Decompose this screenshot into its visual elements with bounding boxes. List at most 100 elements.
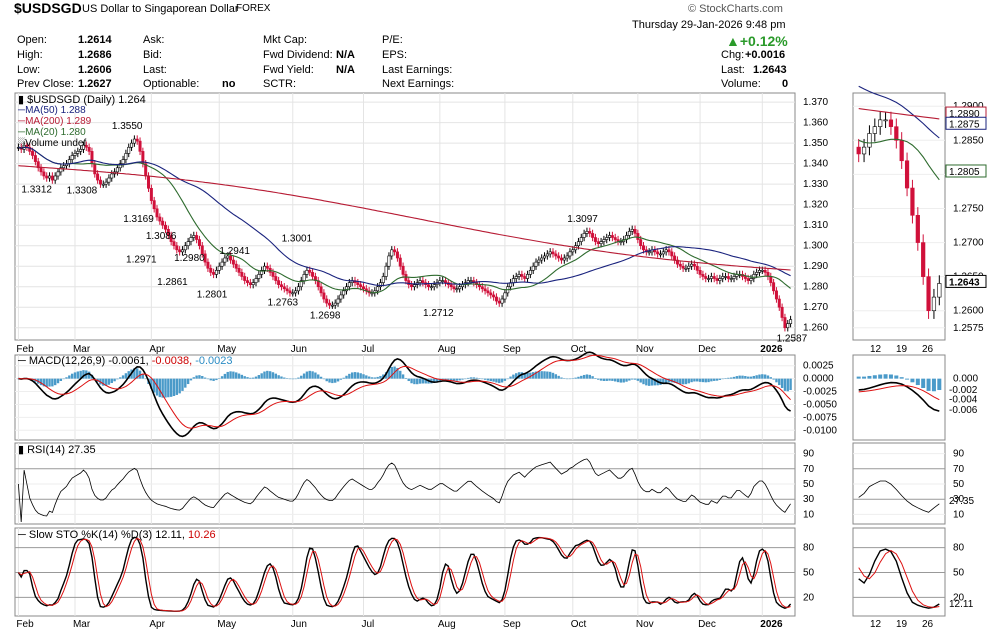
macd-hist-bar (237, 373, 241, 379)
candle-body (271, 272, 275, 277)
zoom-rsi-tick: 10 (953, 509, 965, 520)
zoom-rsi-line (858, 480, 940, 513)
candle-body (121, 159, 125, 164)
macd-y-tick: -0.0075 (803, 412, 837, 423)
macd-hist-bar (104, 378, 108, 386)
macd-hist-bar (257, 375, 261, 379)
candle-body (209, 267, 213, 273)
macd-hist-bar (62, 378, 65, 380)
prev-close-label: Prev Close: (17, 78, 74, 90)
macd-hist-bar (772, 378, 775, 380)
candle-body (687, 265, 691, 269)
candle-body (84, 144, 88, 148)
price-panel-frame (14, 92, 796, 341)
macd-hist-bar (432, 378, 436, 383)
moving-averages (18, 146, 791, 294)
macd-hist-bar (243, 376, 246, 379)
macd-hist-bar (215, 378, 218, 381)
zoom-macd-bar (899, 377, 904, 379)
symbol[interactable]: $USDSGD (14, 0, 82, 16)
candle-body (56, 171, 60, 177)
macd-hist-bar (175, 378, 179, 395)
rsi-line (18, 458, 791, 523)
candle-body (444, 280, 448, 283)
zoom-macd-tick: 0.000 (953, 374, 978, 385)
candle-body (707, 278, 711, 280)
macd-hist-bar (749, 376, 753, 379)
macd-hist-bar (328, 378, 331, 383)
price-annotation: 1.3001 (282, 234, 313, 245)
candle-body (514, 276, 518, 279)
macd-hist-bar (698, 378, 702, 382)
month-tick: 2026 (760, 344, 783, 355)
macd-hist-bar (588, 374, 591, 379)
price-y-tick: 1.280 (803, 282, 828, 293)
candle-body (497, 300, 501, 304)
zoom-x-tick-bottom: 26 (922, 619, 934, 630)
candle-body (226, 255, 230, 259)
candle-body (673, 255, 677, 261)
zoom-candle-body (921, 242, 926, 277)
candle-body (336, 298, 340, 304)
macd-hist-bar (464, 378, 467, 380)
macd-hist-bar (597, 378, 600, 380)
candle-body (203, 253, 207, 263)
candle-body (786, 323, 790, 329)
macd-hist-bar (206, 378, 210, 380)
macd-hist-bar (608, 378, 611, 381)
macd-hist-bar (300, 375, 303, 379)
candle-body (704, 276, 708, 279)
macd-hist-bar (557, 375, 560, 379)
candle-body (642, 245, 646, 251)
macd-hist-bar (294, 378, 297, 380)
fwd-yield-value: N/A (336, 64, 355, 76)
macd-hist-bar (594, 378, 597, 379)
candle-body (749, 278, 753, 281)
candle-body (328, 302, 332, 306)
macd-hist-bar (376, 376, 379, 379)
macd-hist-bar (554, 374, 558, 379)
candle-body (53, 175, 57, 181)
candle-body (299, 280, 303, 288)
macd-hist-bar (662, 378, 665, 385)
candle-body (31, 151, 35, 156)
macd-hist-bar (336, 378, 340, 382)
zoom-ma20-tag: 1.2805 (949, 167, 980, 178)
ma200-line (18, 165, 791, 271)
macd-hist-bar (761, 374, 764, 379)
zoom-candle-body (883, 119, 888, 122)
month-tick: Sep (503, 344, 521, 355)
macd-hist-bar (696, 378, 699, 382)
macd-hist-bar (189, 378, 193, 381)
candle-body (96, 173, 100, 181)
candle-body (466, 280, 470, 283)
macd-hist-bar (161, 378, 164, 398)
candle-body (347, 282, 351, 288)
macd-hist-bar (664, 378, 668, 383)
macd-hist-bar (133, 368, 136, 379)
macd-hist-bar (367, 376, 371, 379)
zoom-macd-tag: -0.006 (949, 405, 978, 416)
month-tick: Jun (291, 344, 307, 355)
ma20-swatch-icon: ─ (18, 127, 26, 138)
macd-hist-bar (212, 378, 215, 381)
candle-body (540, 257, 544, 261)
candle-body (277, 280, 281, 285)
candle-body (274, 276, 278, 281)
candle-body (548, 251, 552, 255)
zoom-candle-body (861, 146, 867, 155)
macd-hist-bar (136, 368, 139, 379)
macd-hist-bar (735, 376, 739, 379)
macd-hist-bar (76, 371, 80, 379)
candle-body (200, 245, 204, 255)
zoom-candle-body (878, 119, 883, 127)
macd-hist-bar (254, 376, 258, 379)
up-arrow-icon: ▲ (726, 33, 740, 49)
macd-hist-bar (308, 370, 311, 379)
rsi-y-tick: 50 (803, 479, 815, 490)
macd-hist-bar (515, 373, 518, 379)
zoom-macd-bar (910, 378, 915, 383)
candle-body (551, 251, 555, 255)
candle-body (265, 265, 269, 269)
